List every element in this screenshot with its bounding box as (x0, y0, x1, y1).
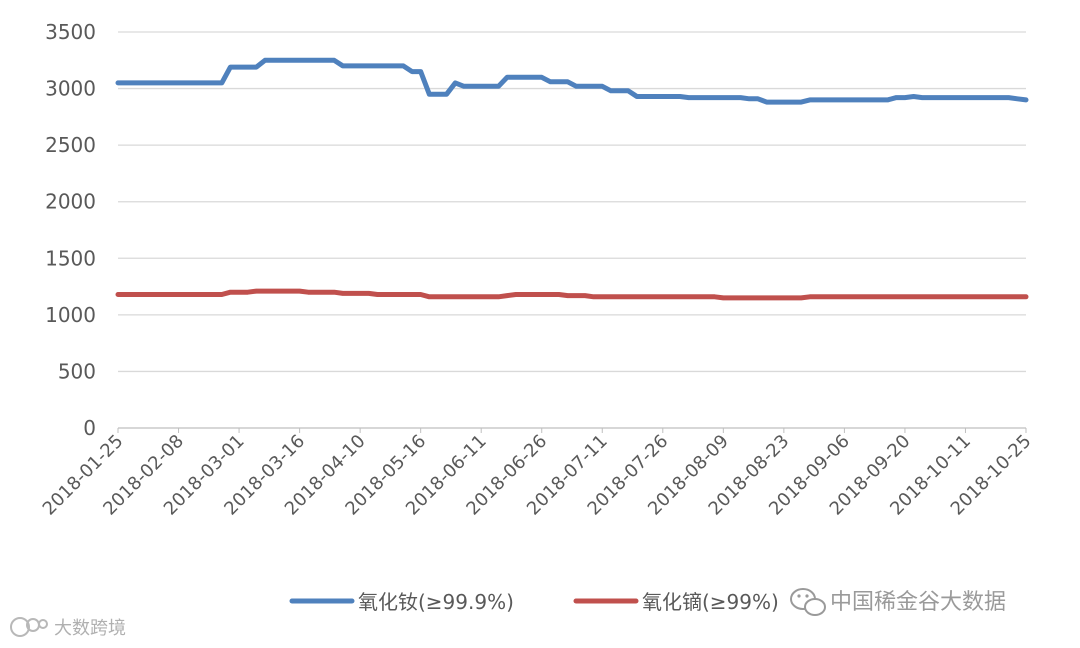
y-tick-label: 2500 (45, 133, 96, 157)
y-tick-label: 500 (58, 359, 96, 383)
y-tick-label: 0 (83, 416, 96, 440)
wechat-icon (790, 588, 826, 616)
legend: 氧化钕(≥99.9%) 氧化镝(≥99%) (289, 590, 779, 614)
y-axis-ticks: 0 500 1000 1500 2000 2500 3000 3500 (45, 20, 96, 440)
legend-label-series-0: 氧化钕(≥99.9%) (358, 590, 514, 614)
y-tick-label: 1000 (45, 303, 96, 327)
y-tick-label: 1500 (45, 246, 96, 270)
brand-watermark: 大数跨境 (10, 617, 126, 639)
source-watermark: 中国稀金谷大数据 (790, 588, 1006, 616)
series-lines (115, 57, 1029, 301)
y-tick-label: 3500 (45, 20, 96, 44)
series-line-1 (115, 288, 1029, 301)
brand-watermark-text: 大数跨境 (54, 618, 126, 639)
grid-lines (118, 31, 1026, 429)
source-watermark-text: 中国稀金谷大数据 (830, 590, 1006, 615)
brand-logo-icon (10, 617, 48, 637)
x-axis-ticks: 2018-01-252018-02-082018-03-012018-03-16… (39, 428, 1036, 520)
y-tick-label: 2000 (45, 190, 96, 214)
legend-label-series-1: 氧化镝(≥99%) (642, 590, 779, 614)
series-line-0 (115, 57, 1029, 105)
y-tick-label: 3000 (45, 77, 96, 101)
